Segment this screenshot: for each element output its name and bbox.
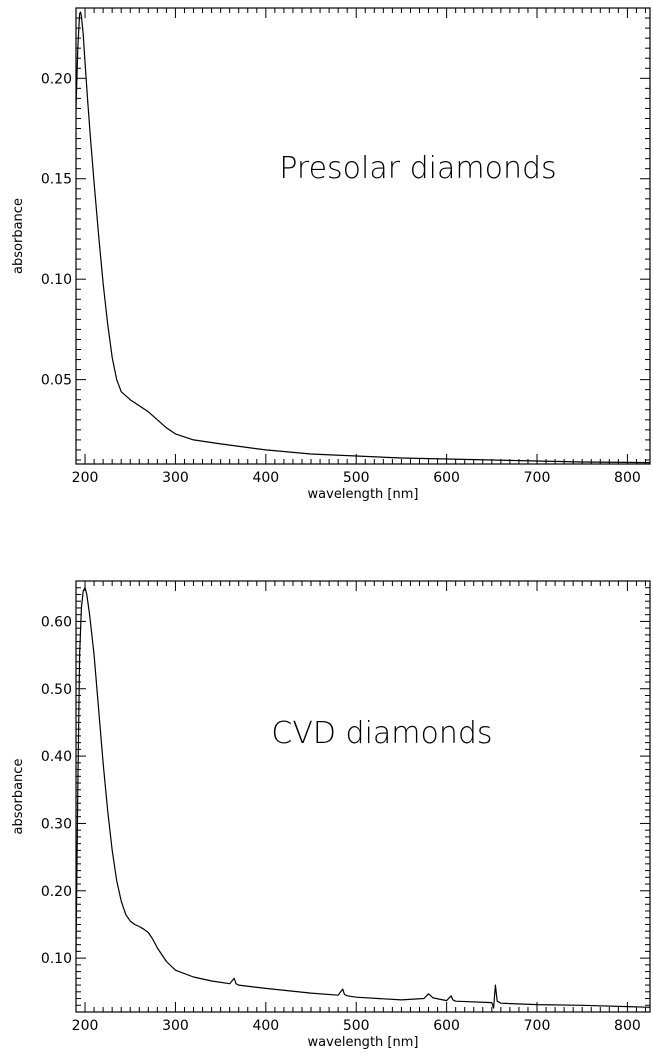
presolar-y-tick-label: 0.15	[41, 172, 72, 188]
cvd-x-tick-label: 700	[524, 1018, 551, 1034]
cvd-tick-labels: 200 300 400 500 600 700 800 0.10 0.20 0.30 0.40 0.5…	[41, 614, 641, 1034]
presolar-x-tick-label: 700	[524, 470, 551, 486]
cvd-y-axis-label: absorbance	[11, 759, 26, 835]
presolar-y-tick-label: 0.20	[41, 71, 72, 87]
presolar-panel: 200 300 400 500 600 700 800 0.05 0.10 0.15 0.20 Pr…	[11, 7, 651, 502]
presolar-y-axis-label: absorbance	[11, 198, 26, 274]
presolar-tick-labels: 200 300 400 500 600 700 800 0.05 0.10 0.15 0.20	[41, 71, 641, 486]
cvd-y-tick-label: 0.50	[41, 682, 72, 698]
presolar-x-tick-label: 600	[433, 470, 460, 486]
cvd-x-tick-label: 300	[162, 1018, 189, 1034]
cvd-x-tick-label: 400	[252, 1018, 279, 1034]
presolar-x-tick-label: 300	[162, 470, 189, 486]
presolar-y-tick-label: 0.10	[41, 272, 72, 288]
cvd-absorbance-line	[75, 587, 651, 1009]
cvd-annotation: CVD diamonds	[271, 716, 492, 751]
presolar-absorbance-line	[75, 11, 651, 464]
cvd-plot-frame	[75, 580, 651, 1013]
presolar-ticks	[75, 7, 650, 464]
presolar-x-tick-label: 800	[614, 470, 641, 486]
presolar-x-axis-label: wavelength [nm]	[308, 487, 419, 502]
cvd-x-axis-label: wavelength [nm]	[308, 1035, 419, 1050]
cvd-y-tick-label: 0.20	[41, 884, 72, 900]
cvd-y-tick-label: 0.30	[41, 816, 72, 832]
presolar-plot-frame	[75, 7, 651, 465]
cvd-y-tick-label: 0.10	[41, 951, 72, 967]
cvd-x-tick-label: 800	[614, 1018, 641, 1034]
presolar-y-tick-label: 0.05	[41, 373, 72, 389]
presolar-x-tick-label: 200	[72, 470, 99, 486]
cvd-ticks	[75, 580, 650, 1013]
presolar-x-tick-label: 500	[343, 470, 370, 486]
cvd-x-tick-label: 600	[433, 1018, 460, 1034]
cvd-x-tick-label: 200	[72, 1018, 99, 1034]
presolar-x-tick-label: 400	[252, 470, 279, 486]
cvd-y-tick-label: 0.60	[41, 614, 72, 630]
cvd-panel: 200 300 400 500 600 700 800 0.10 0.20 0.30 0.40 0.5…	[11, 580, 651, 1050]
cvd-x-tick-label: 500	[343, 1018, 370, 1034]
presolar-annotation: Presolar diamonds	[279, 151, 556, 186]
cvd-y-tick-label: 0.40	[41, 749, 72, 765]
